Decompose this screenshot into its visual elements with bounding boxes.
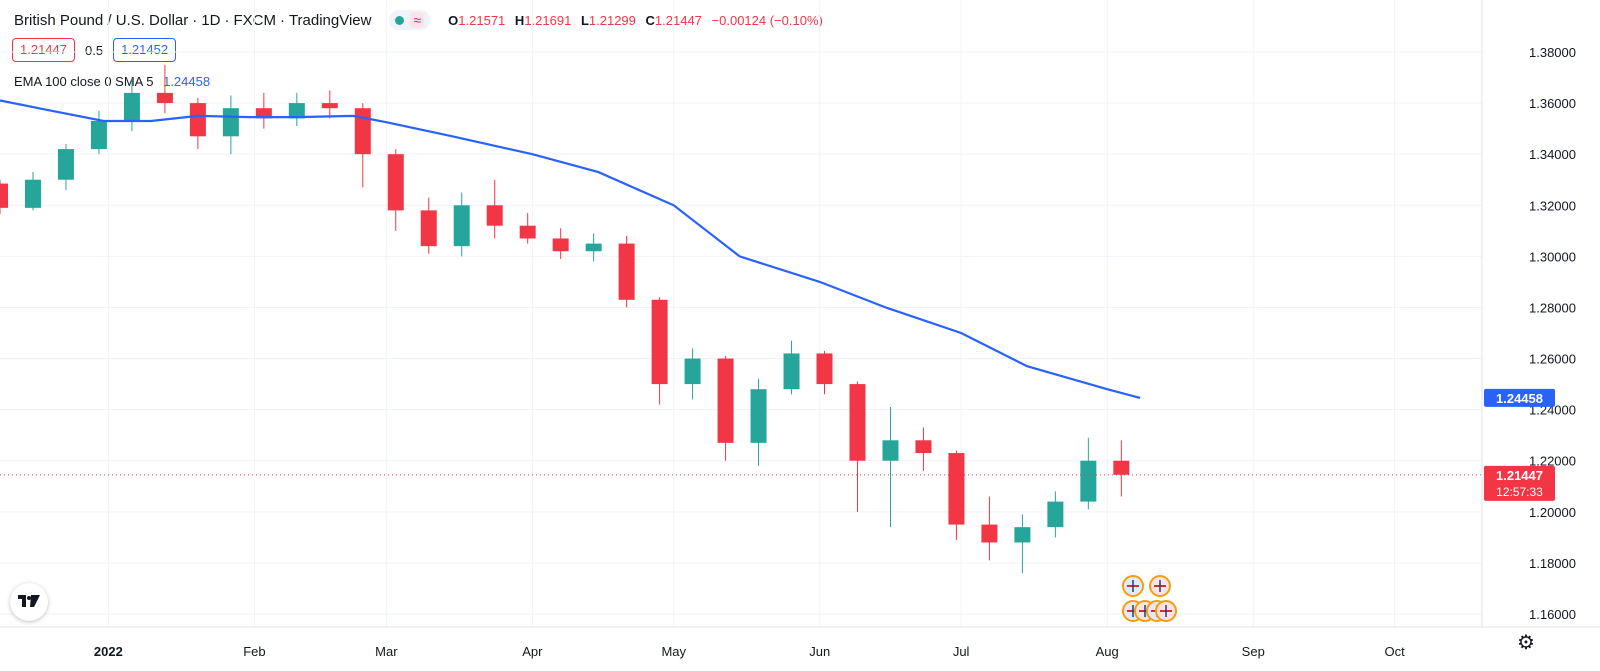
indicator-value: 1.24458: [163, 74, 211, 89]
data-source: TradingView: [288, 11, 372, 29]
buy-price-button[interactable]: 1.21452: [113, 38, 177, 62]
candle-body: [552, 238, 569, 252]
candle-body: [321, 103, 338, 109]
data-delay-wave-icon: ≈: [410, 12, 425, 28]
tradingview-logo-icon[interactable]: [10, 583, 48, 621]
last-price-badge-label: 1.21447: [1496, 468, 1543, 483]
candle-body: [618, 243, 635, 300]
candle-body: [288, 103, 305, 119]
candle-body: [750, 389, 767, 443]
candle-body: [816, 353, 833, 385]
high-value: 1.21691: [524, 12, 572, 28]
price-tick-label: 1.28000: [1529, 300, 1576, 315]
ema-line: [0, 99, 1141, 399]
candle-body: [255, 108, 272, 119]
price-tick-label: 1.16000: [1529, 607, 1576, 622]
candle-body: [24, 179, 41, 208]
price-tick-label: 1.36000: [1529, 96, 1576, 111]
candle-body: [1113, 460, 1130, 475]
candle-body: [585, 243, 602, 252]
tradingview-logo-glyph: [18, 595, 40, 607]
legend-separator: ·: [192, 11, 198, 29]
candle-body: [1080, 460, 1097, 502]
candle-body: [57, 149, 74, 180]
spread-value: 0.5: [85, 42, 104, 58]
indicator-label: EMA 100 close 0 SMA 5: [14, 74, 154, 89]
low-value: 1.21299: [588, 12, 636, 28]
time-tick-label: Mar: [375, 644, 398, 659]
ema-price-badge: [1484, 388, 1555, 407]
candle-body: [684, 358, 701, 385]
open-value: 1.21571: [458, 12, 506, 28]
change-value: −0.00124 (−0.10%): [711, 12, 823, 28]
candle-body: [354, 108, 371, 155]
time-tick-label: Oct: [1384, 644, 1405, 659]
candle-body: [486, 205, 503, 226]
price-tick-label: 1.22000: [1529, 454, 1576, 469]
candle-body: [948, 453, 965, 525]
time-tick-label: Sep: [1242, 644, 1265, 659]
ohlc-values: O1.21571 H1.21691 L1.21299 C1.21447 −0.0…: [448, 12, 823, 28]
candle-body: [123, 92, 140, 121]
countdown-label: 12:57:33: [1496, 485, 1543, 499]
candle-body: [387, 154, 404, 211]
time-tick-label: 2022: [94, 644, 123, 659]
candle-body: [849, 384, 866, 461]
buy-sell-panel: 1.21447 0.5 1.21452: [12, 38, 177, 62]
time-tick-label: May: [661, 644, 686, 659]
candle-body: [882, 440, 899, 461]
last-price-badge: [1484, 465, 1555, 501]
candle-body: [156, 92, 173, 104]
time-tick-label: Jul: [953, 644, 970, 659]
candle-body: [651, 299, 668, 385]
close-value: 1.21447: [654, 12, 702, 28]
candle-body: [189, 103, 206, 137]
candle-body: [981, 524, 998, 543]
price-tick-label: 1.34000: [1529, 147, 1576, 162]
candle-body: [1047, 501, 1064, 528]
time-tick-label: Feb: [243, 644, 265, 659]
time-tick-label: Aug: [1096, 644, 1119, 659]
price-tick-label: 1.18000: [1529, 556, 1576, 571]
time-tick-label: Apr: [522, 644, 543, 659]
candle-body: [420, 210, 437, 247]
market-open-dot-icon: [395, 15, 405, 25]
time-tick-label: Jun: [809, 644, 830, 659]
chart-legend: British Pound / U.S. Dollar · 1D · FXCM …: [14, 10, 829, 30]
candle-body: [519, 225, 536, 239]
legend-separator: ·: [279, 11, 285, 29]
price-tick-label: 1.32000: [1529, 198, 1576, 213]
price-tick-label: 1.26000: [1529, 352, 1576, 367]
interval[interactable]: 1D: [201, 11, 221, 29]
market-status[interactable]: ≈: [389, 10, 431, 30]
candle-body: [453, 205, 470, 247]
indicator-legend[interactable]: EMA 100 close 0 SMA 5 1.24458: [14, 74, 210, 89]
sell-price-button[interactable]: 1.21447: [12, 38, 75, 62]
price-tick-label: 1.38000: [1529, 45, 1576, 60]
gear-icon[interactable]: ⚙: [1517, 632, 1535, 654]
candle-body: [90, 120, 107, 150]
symbol-name[interactable]: British Pound / U.S. Dollar: [14, 11, 189, 29]
ema-price-badge-label: 1.24458: [1496, 391, 1543, 406]
price-tick-label: 1.30000: [1529, 249, 1576, 264]
price-tick-label: 1.20000: [1529, 505, 1576, 520]
candle-body: [783, 353, 800, 390]
candle-body: [915, 440, 932, 454]
candle-body: [222, 108, 239, 137]
legend-separator: ·: [224, 11, 230, 29]
candle-body: [717, 358, 734, 443]
candle-body: [1014, 527, 1031, 543]
candle-body: [0, 183, 8, 208]
